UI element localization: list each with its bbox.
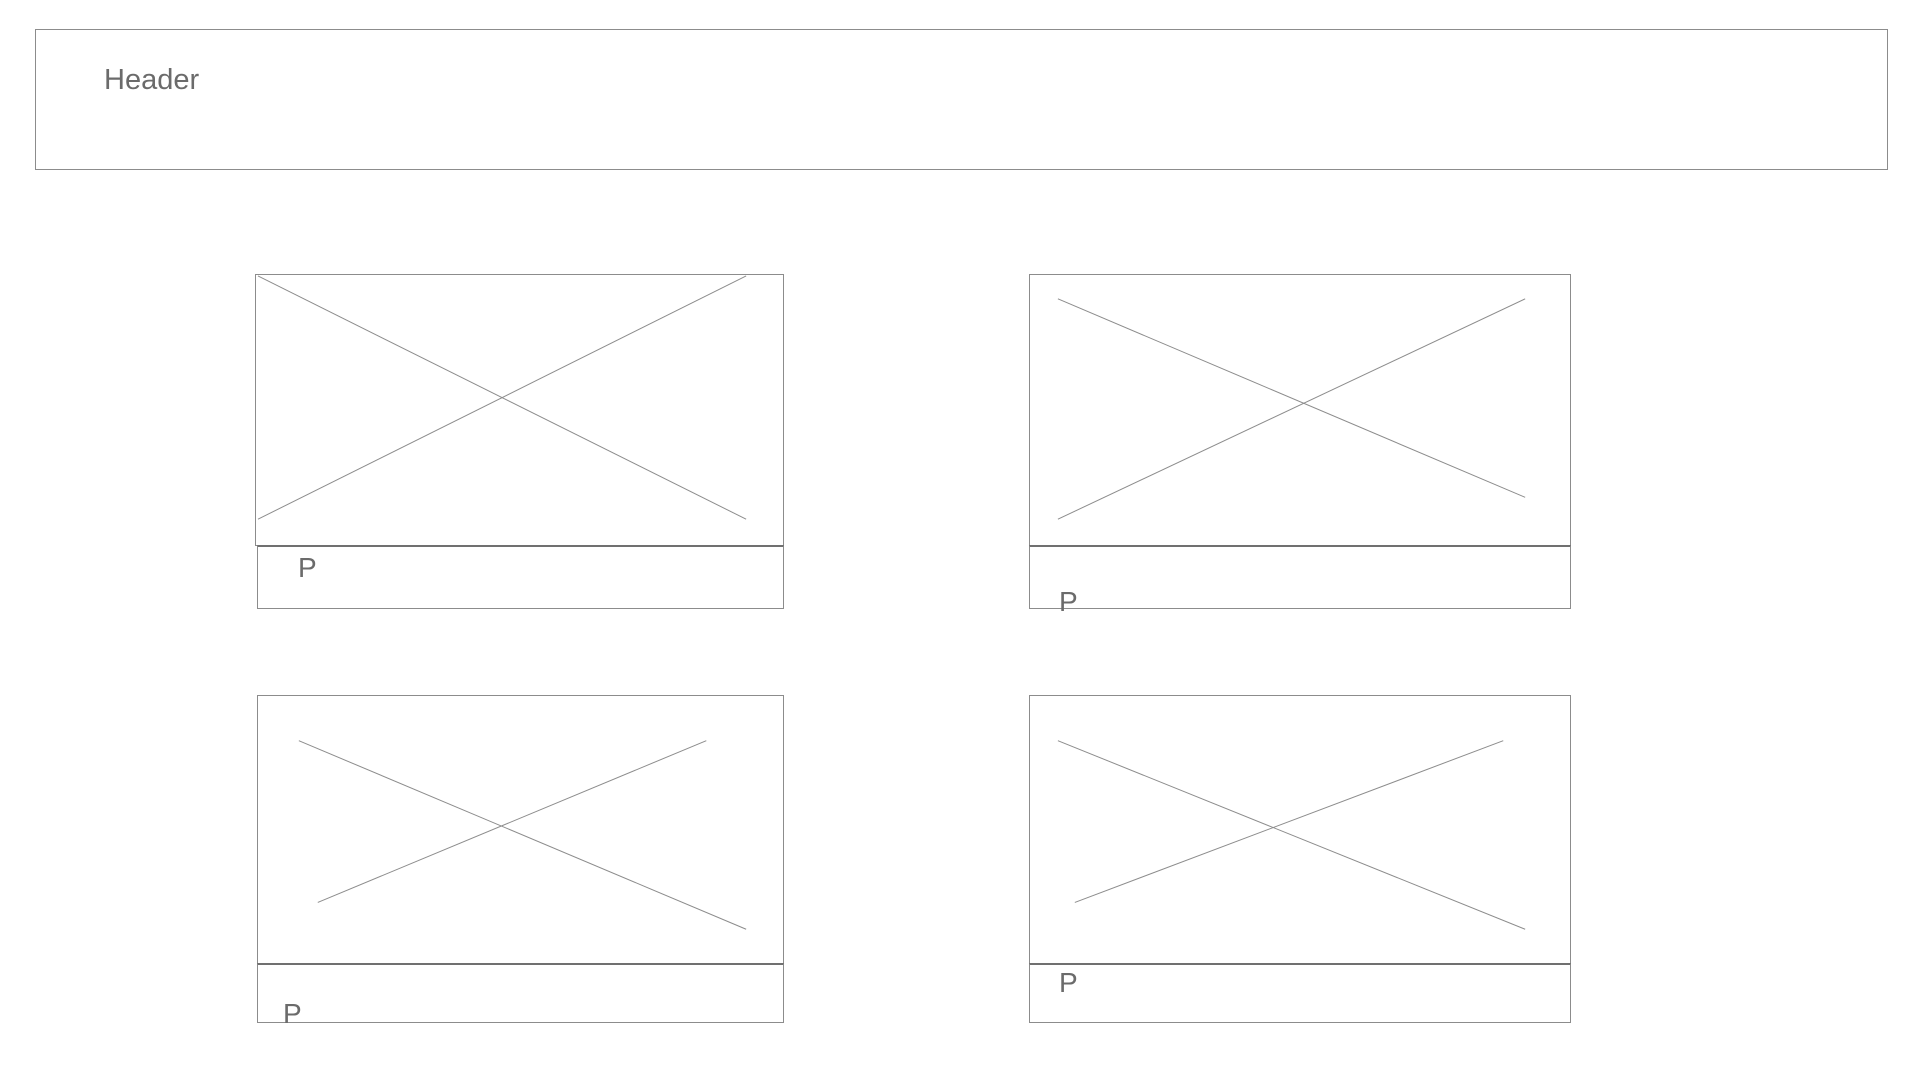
image-placeholder-icon (257, 275, 747, 520)
image-placeholder (1029, 274, 1571, 546)
caption-text: P (1059, 586, 1078, 617)
caption-box: P (1029, 963, 1571, 1023)
header-box: Header (35, 29, 1888, 170)
image-placeholder (1029, 695, 1571, 964)
image-placeholder-icon (298, 740, 747, 930)
header-title: Header (104, 64, 200, 96)
caption-text: P (283, 998, 302, 1029)
caption-box: P (257, 963, 784, 1028)
caption-box: P (1029, 545, 1571, 616)
caption-box: P (257, 545, 784, 609)
image-placeholder-icon (1057, 298, 1526, 520)
image-placeholder-icon (1057, 740, 1526, 930)
caption-text: P (1059, 967, 1078, 998)
caption-text: P (298, 552, 317, 583)
image-placeholder (257, 695, 784, 964)
image-placeholder (255, 274, 784, 546)
